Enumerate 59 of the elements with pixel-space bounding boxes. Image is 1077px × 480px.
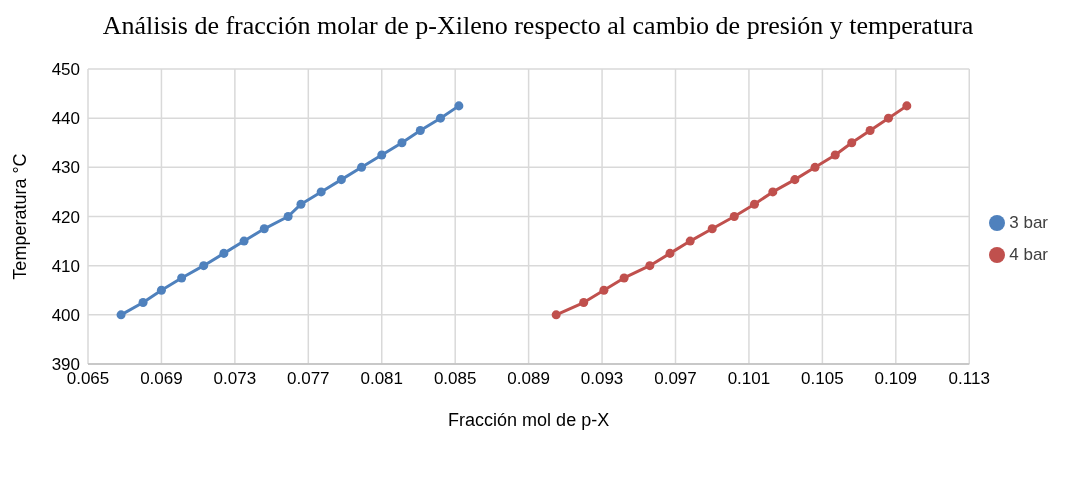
point [435, 113, 446, 123]
point [377, 150, 387, 160]
y-tick-label: 430 [51, 158, 80, 178]
x-tick-label: 0.093 [580, 369, 624, 389]
x-tick-label: 0.105 [801, 369, 844, 389]
x-tick-label: 0.085 [433, 369, 477, 389]
y-tick-label: 440 [51, 109, 80, 129]
y-tick-label: 410 [51, 256, 80, 276]
point [296, 199, 306, 209]
point [865, 125, 875, 135]
y-tick-label: 400 [51, 305, 80, 325]
point [219, 248, 229, 258]
point [177, 273, 187, 283]
x-tick-label: 0.101 [727, 369, 771, 389]
y-axis-title: Temperatura °C [10, 153, 31, 280]
y-tick-label: 450 [51, 60, 80, 80]
point [847, 138, 857, 148]
point [357, 162, 367, 172]
point [239, 236, 249, 246]
y-tick-label: 420 [51, 207, 80, 227]
point [883, 113, 893, 123]
point [619, 273, 629, 283]
x-tick-label: 0.073 [213, 369, 257, 389]
point [156, 285, 166, 295]
x-tick-label: 0.097 [654, 369, 697, 389]
x-tick-label: 0.081 [360, 369, 404, 389]
legend-label: 3 bar [1009, 212, 1048, 232]
x-tick-label: 0.077 [287, 369, 330, 389]
point [138, 298, 148, 308]
point [830, 150, 840, 160]
point [810, 162, 820, 172]
point [790, 175, 800, 185]
point [336, 175, 346, 185]
point [454, 101, 464, 111]
point [645, 261, 655, 271]
point [116, 310, 126, 320]
point [415, 125, 425, 135]
point [551, 310, 561, 320]
x-tick-label: 0.113 [948, 369, 990, 389]
point [283, 211, 293, 222]
x-axis-title: Fracción mol de p-X [448, 410, 610, 430]
legend-label: 4 bar [1009, 244, 1048, 264]
chart-title: Análisis de fracción molar de p-Xileno respecto al cambio de presión y temperatura [101, 10, 975, 41]
point [729, 211, 739, 222]
point [749, 199, 759, 209]
point [902, 101, 912, 111]
point [768, 187, 778, 197]
point [397, 138, 407, 148]
point [685, 236, 695, 246]
point [665, 248, 675, 258]
point [579, 298, 589, 308]
point [259, 224, 269, 234]
x-tick-label: 0.069 [140, 369, 183, 389]
x-tick-label: 0.089 [507, 369, 550, 389]
point [316, 187, 326, 197]
point [707, 224, 717, 234]
x-tick-label: 0.109 [874, 369, 918, 389]
point [199, 261, 209, 271]
point [599, 285, 609, 295]
